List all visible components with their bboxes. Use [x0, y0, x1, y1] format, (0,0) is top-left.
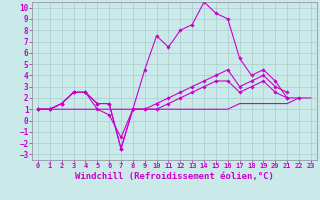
X-axis label: Windchill (Refroidissement éolien,°C): Windchill (Refroidissement éolien,°C): [75, 172, 274, 181]
